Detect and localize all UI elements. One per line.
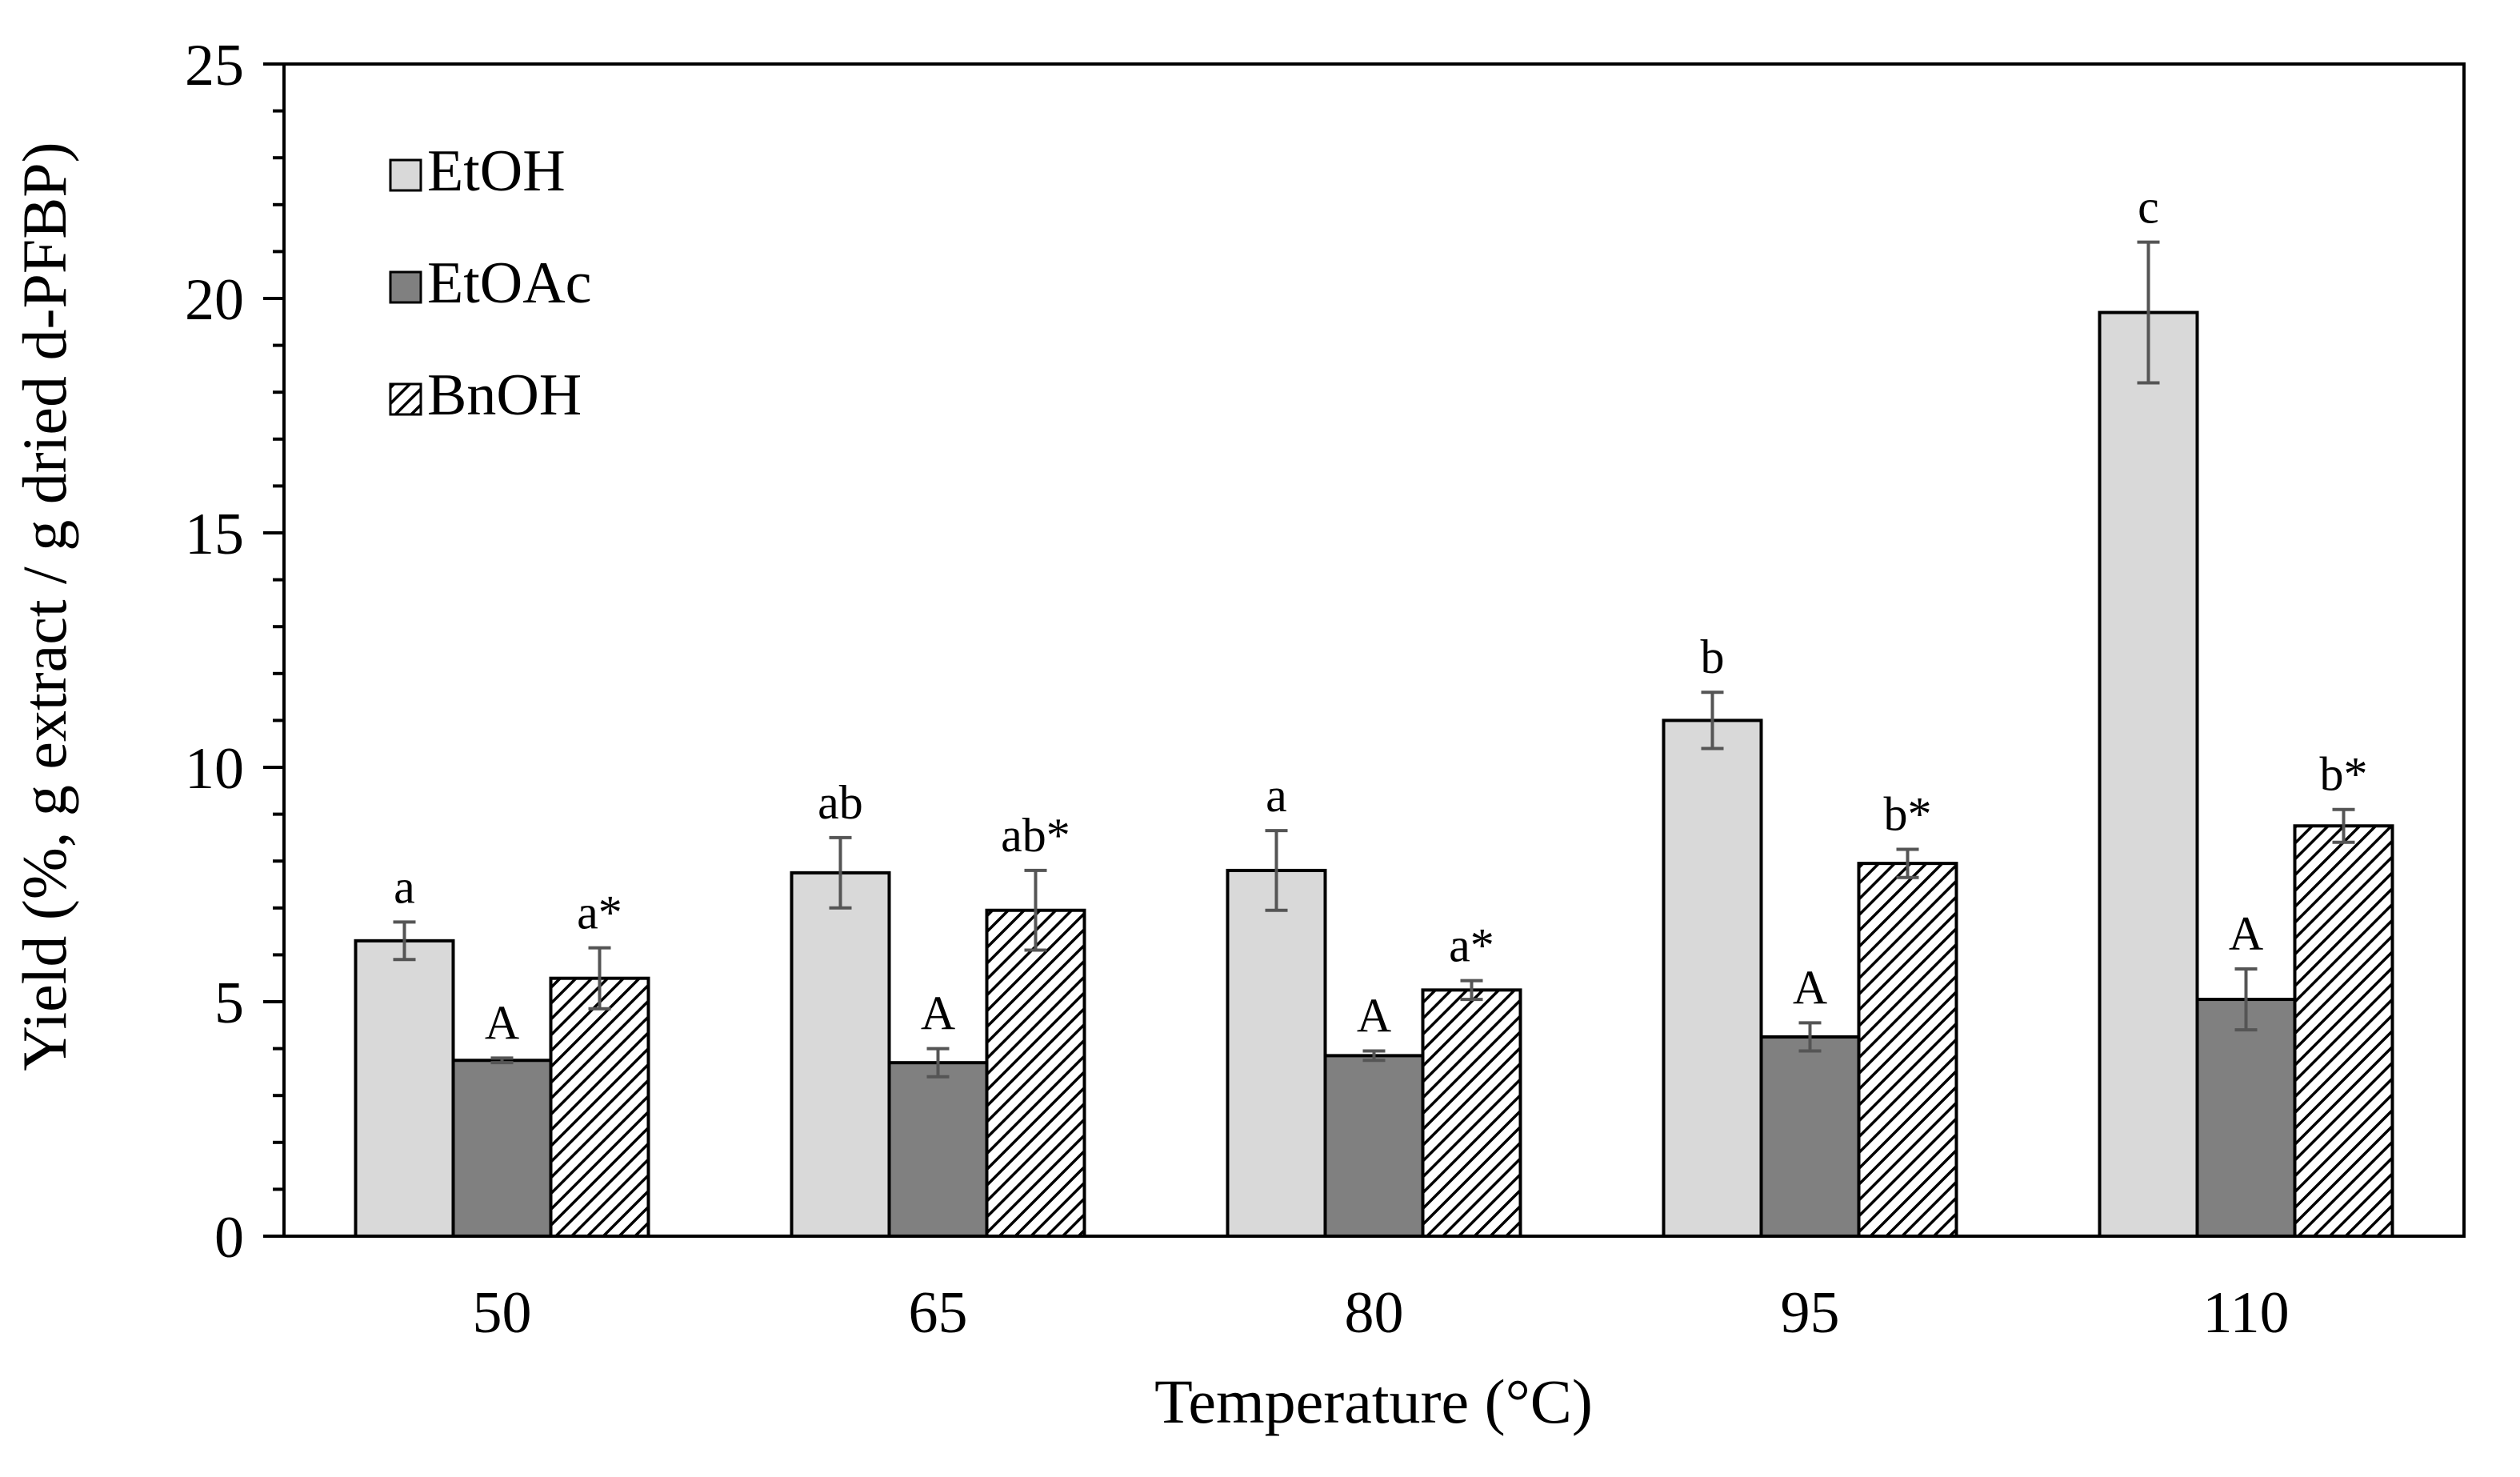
- legend-label: BnOH: [427, 362, 582, 428]
- significance-label: A: [921, 987, 955, 1040]
- bar-etoh: [354, 939, 455, 1238]
- significance-label: a: [394, 860, 415, 913]
- error-bar: [2332, 807, 2355, 844]
- legend-item-bnoh: BnOH: [389, 362, 582, 428]
- bar-bnoh: [1421, 988, 1522, 1238]
- bar-bnoh: [1857, 862, 1958, 1238]
- error-bar: [490, 1056, 514, 1065]
- significance-label: ab*: [1001, 809, 1070, 862]
- significance-label: ab: [818, 776, 863, 829]
- significance-label: A: [1357, 990, 1391, 1043]
- significance-label: b*: [1884, 788, 1932, 841]
- y-tick-label: 20: [185, 267, 244, 333]
- significance-label: a: [1266, 769, 1287, 822]
- legend-swatch: [389, 158, 422, 192]
- y-tick-label: 5: [214, 971, 244, 1036]
- y-tick-label: 0: [214, 1205, 244, 1271]
- error-bar: [1896, 847, 1919, 879]
- significance-label: A: [485, 996, 519, 1049]
- significance-label: c: [2138, 181, 2159, 234]
- x-tick-label: 95: [1781, 1280, 1840, 1346]
- x-axis-title: Temperature (°C): [1154, 1367, 1593, 1436]
- significance-label: b*: [2320, 748, 2368, 801]
- significance-label: b: [1701, 630, 1725, 683]
- bar-bnoh: [2293, 824, 2394, 1238]
- bar-bnoh: [549, 976, 650, 1238]
- error-bar: [1265, 829, 1288, 912]
- bar-etoac: [451, 1059, 553, 1238]
- error-bar: [1798, 1021, 1822, 1053]
- legend-label: EtOH: [427, 138, 566, 204]
- error-bar: [1460, 979, 1483, 1002]
- x-tick-label: 50: [473, 1280, 532, 1346]
- y-tick-label: 10: [185, 736, 244, 802]
- error-bar: [926, 1047, 950, 1079]
- error-bar: [2137, 240, 2160, 385]
- bar-etoac: [2195, 998, 2297, 1238]
- bar-bnoh: [985, 908, 1086, 1238]
- error-bar: [588, 946, 611, 1011]
- bar-etoac: [887, 1061, 989, 1239]
- error-bar: [393, 920, 416, 962]
- significance-label: A: [2229, 907, 2263, 960]
- x-tick-label: 80: [1345, 1280, 1404, 1346]
- legend-swatch: [389, 382, 422, 416]
- y-tick-label: 25: [185, 33, 244, 98]
- legend-item-etoac: EtOAc: [389, 250, 592, 316]
- error-bar: [2234, 967, 2258, 1032]
- x-tick-label: 110: [2202, 1280, 2289, 1346]
- legend-item-etoh: EtOH: [389, 138, 566, 204]
- legend-swatch: [389, 270, 422, 304]
- bar-etoac: [1759, 1035, 1861, 1238]
- bar-etoh: [790, 871, 891, 1238]
- legend-label: EtOAc: [427, 250, 592, 316]
- x-tick-label: 65: [909, 1280, 968, 1346]
- significance-label: a*: [1449, 919, 1494, 972]
- bar-etoac: [1323, 1054, 1425, 1239]
- error-bar: [829, 835, 852, 910]
- error-bar: [1362, 1049, 1386, 1063]
- significance-label: a*: [577, 887, 622, 939]
- y-tick-label: 15: [185, 502, 244, 567]
- y-axis-title: Yield (%, g extract / g dried d-PFBP): [10, 142, 79, 1071]
- bar-etoh: [1226, 868, 1327, 1239]
- bar-etoh: [1662, 718, 1763, 1238]
- bar-etoh: [2098, 310, 2199, 1239]
- error-bar: [1024, 868, 1047, 952]
- error-bar: [1701, 690, 1724, 751]
- significance-label: A: [1793, 961, 1827, 1014]
